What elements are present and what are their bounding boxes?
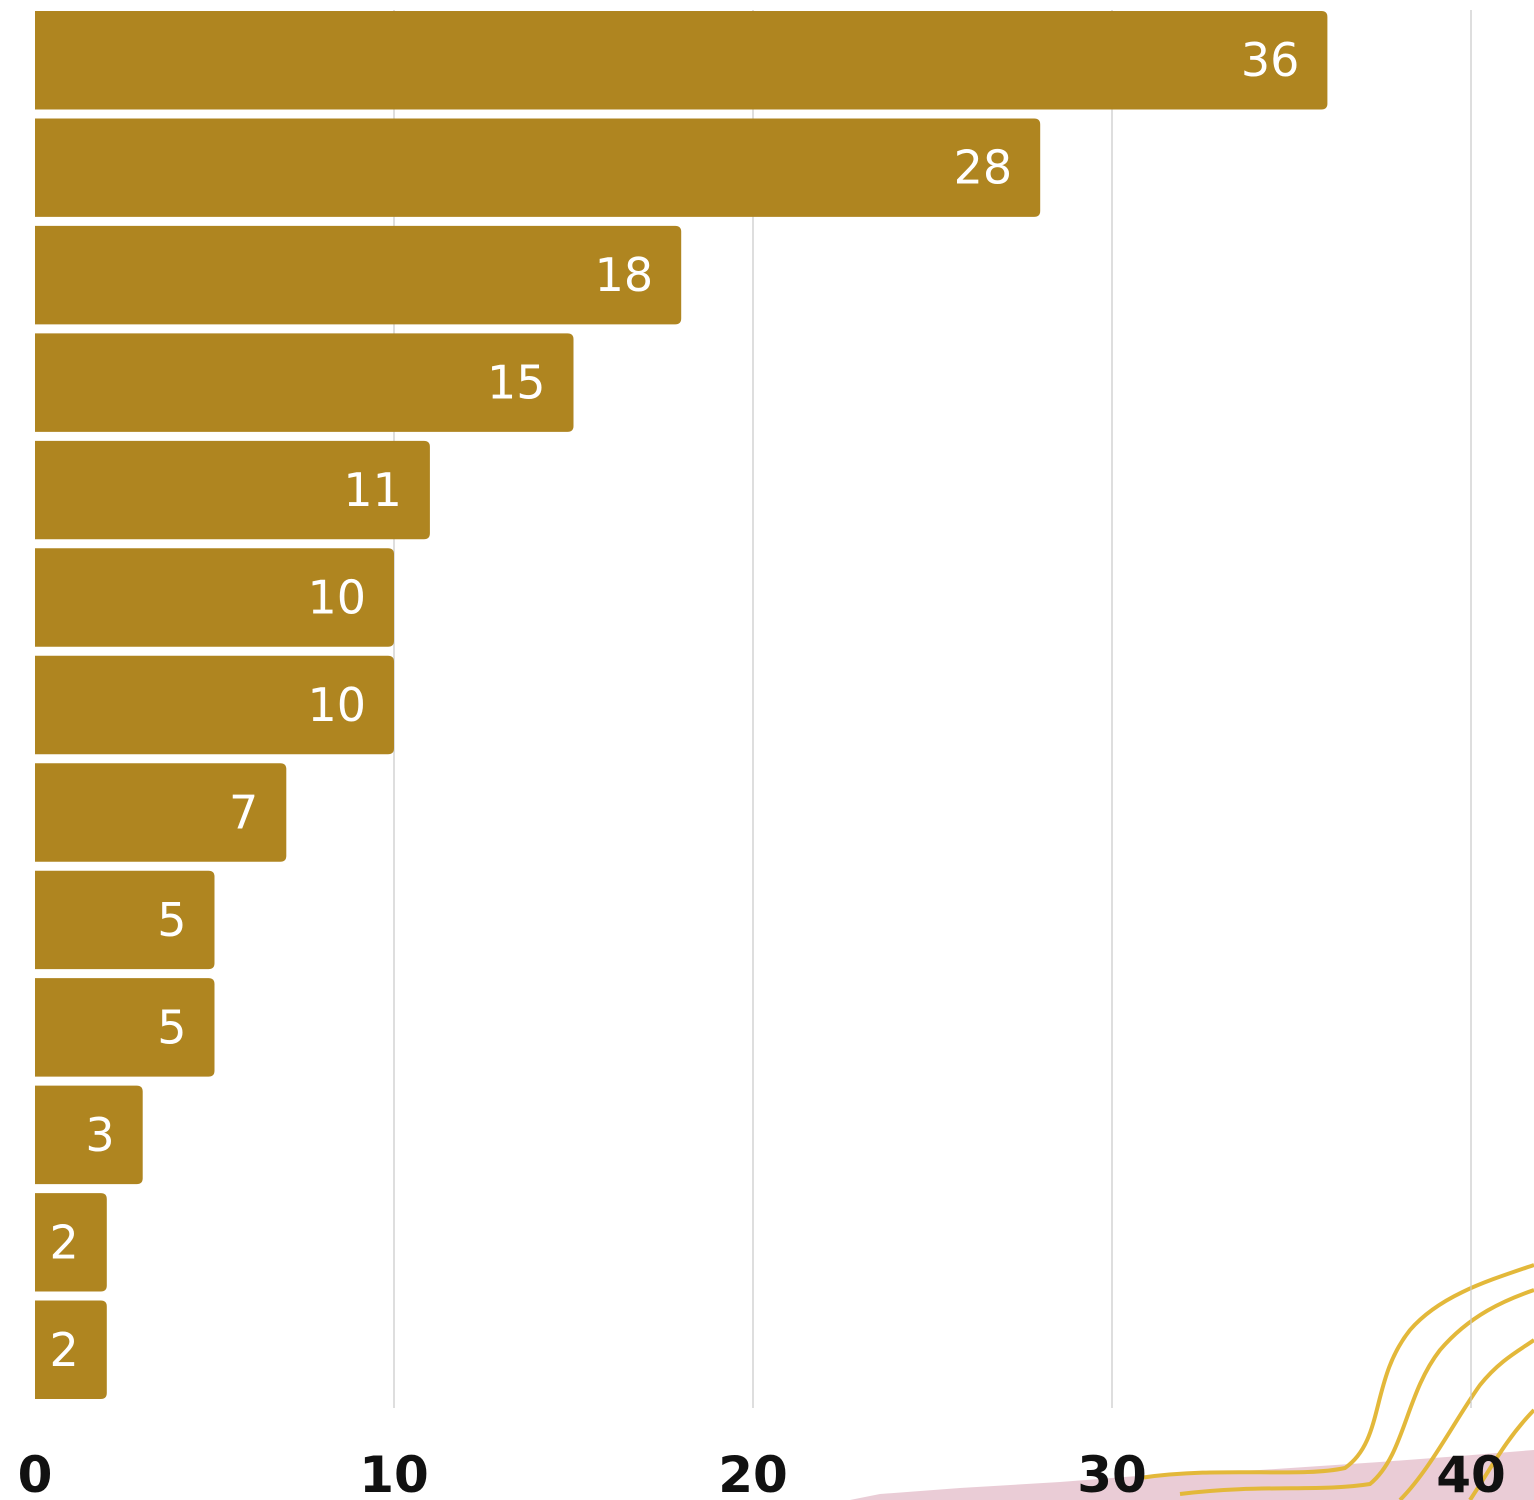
bar-label-1: 28: [954, 141, 1013, 195]
bar-label-6: 10: [307, 678, 366, 732]
x-tick-label-0: 0: [18, 1446, 53, 1500]
bar-label-7: 7: [229, 785, 258, 839]
gold-line-3: [1398, 1338, 1534, 1500]
bar-label-11: 2: [50, 1215, 79, 1269]
gold-line-2: [1179, 1288, 1534, 1496]
bar-label-4: 11: [343, 463, 402, 517]
bar-label-12: 2: [50, 1323, 79, 1377]
bar-label-2: 18: [595, 248, 654, 302]
x-axis-ticks: 0 10 20 30 40: [18, 1446, 1506, 1500]
bar-6: [35, 655, 394, 755]
gold-line-1: [1139, 1263, 1534, 1480]
bar-7: [35, 763, 287, 862]
bar-label-5: 10: [307, 571, 366, 625]
bar-label-9: 5: [157, 1000, 186, 1054]
bar-label-0: 36: [1241, 33, 1300, 87]
bar-label-8: 5: [157, 893, 186, 947]
bar-10: [35, 1085, 143, 1185]
bar-4: [35, 440, 430, 540]
bars: [35, 11, 1328, 1399]
bar-0: [35, 11, 1328, 110]
bar-5: [35, 548, 394, 647]
bar-11: [35, 1193, 107, 1292]
x-tick-label-1: 10: [359, 1446, 429, 1500]
bar-8: [35, 870, 215, 970]
bar-1: [35, 118, 1041, 217]
bar-label-10: 3: [85, 1108, 114, 1162]
x-tick-label-4: 40: [1436, 1446, 1506, 1500]
gold-line-4: [1468, 1408, 1534, 1500]
gridlines: [393, 10, 1472, 1408]
bar-9: [35, 978, 215, 1077]
watercolor-decoration: [850, 1263, 1534, 1500]
bar-label-3: 15: [487, 356, 546, 410]
bar-12: [35, 1300, 107, 1399]
x-tick-label-3: 30: [1077, 1446, 1147, 1500]
bar-2: [35, 225, 682, 325]
bar-3: [35, 333, 574, 432]
x-tick-label-2: 20: [718, 1446, 788, 1500]
